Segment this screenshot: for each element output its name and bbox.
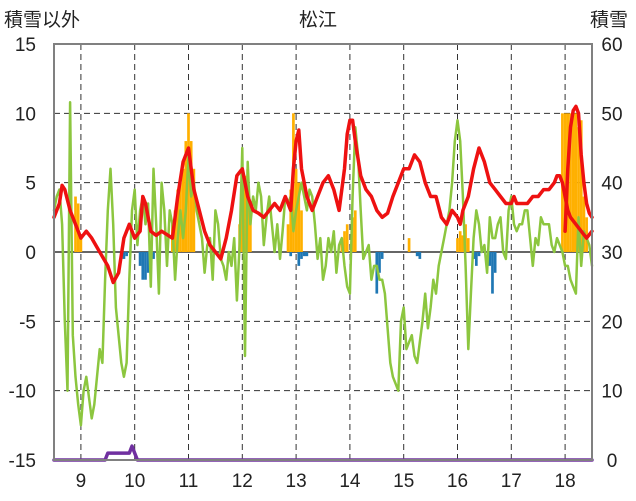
orange-bar <box>243 175 247 252</box>
orange-bar <box>579 120 583 253</box>
x-tick-label: 13 <box>286 471 307 492</box>
right-tick-label: 0 <box>607 451 618 472</box>
blue-bar <box>493 252 497 273</box>
right-tick-label: 50 <box>601 104 622 125</box>
orange-bar <box>571 113 575 252</box>
blue-bar <box>380 252 384 259</box>
blue-bar <box>297 252 301 266</box>
orange-bar <box>192 168 196 252</box>
orange-bar <box>466 238 470 252</box>
x-tick-label: 16 <box>447 471 468 492</box>
orange-bar <box>582 196 586 252</box>
purple-series-line <box>52 444 594 462</box>
orange-bar <box>563 113 567 252</box>
blue-bar <box>141 252 145 280</box>
right-tick-label: 40 <box>601 174 622 195</box>
orange-bar <box>297 182 301 252</box>
blue-bar <box>125 252 128 257</box>
blue-bar <box>378 252 381 273</box>
right-tick-label: 10 <box>601 382 622 403</box>
left-tick-label: -15 <box>9 451 36 472</box>
left-tick-label: -10 <box>9 382 36 403</box>
orange-bar <box>353 210 357 252</box>
right-tick-label: 20 <box>601 312 622 333</box>
orange-bar <box>173 210 177 252</box>
blue-bar <box>152 252 155 259</box>
orange-bar <box>456 238 459 252</box>
blue-bar <box>300 252 303 259</box>
red-series-line <box>563 104 594 233</box>
x-tick-label: 14 <box>339 471 361 492</box>
orange-bar <box>300 210 303 252</box>
x-tick-label: 12 <box>232 471 253 492</box>
x-tick-label: 11 <box>179 471 199 492</box>
x-tick-label: 18 <box>555 471 576 492</box>
orange-bar <box>574 113 578 252</box>
chart-title: 松江 <box>299 9 337 31</box>
x-tick-label: 9 <box>76 471 87 492</box>
orange-bar <box>577 127 580 252</box>
blue-bar <box>415 252 419 257</box>
line-layer <box>52 100 594 462</box>
blue-bar <box>289 252 293 257</box>
blue-bar <box>491 252 494 294</box>
x-tick-label: 17 <box>501 471 522 492</box>
blue-bar <box>144 252 147 280</box>
left-tick-label: 15 <box>15 35 36 56</box>
orange-bar <box>407 238 411 252</box>
blue-bar <box>305 252 309 257</box>
blue-bar <box>138 252 142 266</box>
orange-bar <box>187 113 190 252</box>
left-tick-label: 0 <box>25 243 36 264</box>
blue-bar <box>477 252 481 257</box>
right-tick-label: 60 <box>601 35 622 56</box>
blue-bar <box>146 252 150 273</box>
x-tick-label: 10 <box>124 471 145 492</box>
blue-bar <box>302 252 306 257</box>
blue-bar <box>418 252 422 259</box>
blue-bar <box>375 252 379 294</box>
orange-bar <box>79 235 83 252</box>
right-tick-label: 30 <box>601 243 622 264</box>
orange-bar <box>458 231 462 252</box>
orange-bar <box>286 224 290 252</box>
orange-bar <box>343 231 346 252</box>
orange-bar <box>181 168 185 252</box>
orange-bar <box>585 217 588 252</box>
orange-bar <box>569 113 572 252</box>
blue-bar <box>488 252 492 266</box>
blue-bar <box>474 252 478 266</box>
orange-bar <box>249 210 252 252</box>
left-tick-label: -5 <box>19 312 36 333</box>
orange-bar <box>461 235 465 252</box>
left-axis-label: 積雪以外 <box>4 9 80 31</box>
right-axis-label: 積雪 <box>590 9 628 31</box>
x-tick-label: 15 <box>393 471 414 492</box>
red-series-line <box>52 118 594 285</box>
left-tick-label: 10 <box>15 104 36 125</box>
chart-grid <box>54 44 592 460</box>
plot-frame <box>53 43 593 461</box>
blue-bar <box>122 252 126 259</box>
left-tick-label: 5 <box>25 174 36 195</box>
orange-bar <box>345 224 349 252</box>
orange-bar <box>289 189 293 252</box>
orange-bar <box>176 189 180 252</box>
